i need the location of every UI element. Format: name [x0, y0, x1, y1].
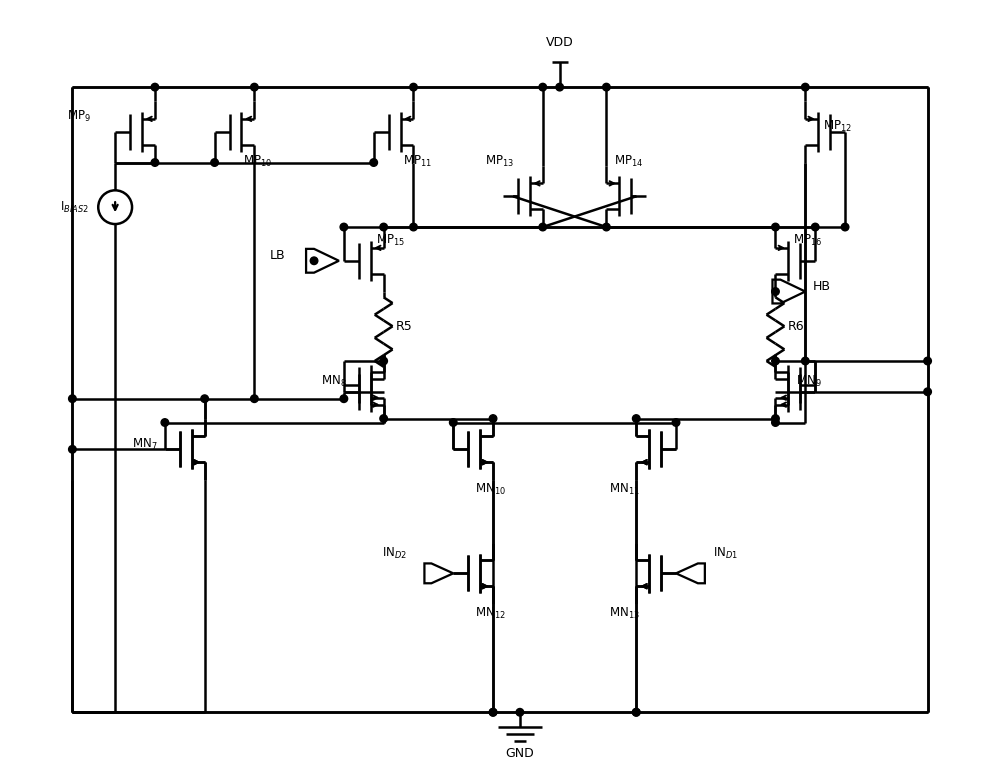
Circle shape [632, 708, 640, 716]
Text: MN$_{10}$: MN$_{10}$ [475, 481, 506, 496]
Text: MP$_{13}$: MP$_{13}$ [485, 154, 514, 169]
Circle shape [310, 257, 318, 265]
Circle shape [151, 83, 159, 91]
Circle shape [672, 418, 680, 426]
Bar [331, 325, 420, 435]
Text: GND: GND [506, 747, 534, 760]
Circle shape [772, 418, 779, 426]
Text: VDD: VDD [546, 36, 574, 49]
Circle shape [380, 357, 387, 365]
Circle shape [924, 357, 931, 365]
Circle shape [449, 418, 457, 426]
Circle shape [489, 415, 497, 422]
Text: IN$_{D1}$: IN$_{D1}$ [713, 546, 738, 561]
Bar [739, 325, 828, 435]
Circle shape [489, 708, 497, 716]
Circle shape [772, 357, 779, 365]
Circle shape [161, 418, 169, 426]
Circle shape [841, 223, 849, 231]
Circle shape [201, 395, 208, 402]
Text: MN$_{12}$: MN$_{12}$ [475, 605, 506, 620]
Circle shape [811, 223, 819, 231]
Circle shape [603, 223, 610, 231]
Circle shape [410, 223, 417, 231]
Text: MP$_9$: MP$_9$ [67, 109, 91, 125]
Circle shape [556, 83, 563, 91]
Circle shape [69, 395, 76, 402]
Bar [599, 514, 679, 623]
Bar [440, 514, 520, 623]
Circle shape [211, 159, 218, 166]
Circle shape [632, 708, 640, 716]
Circle shape [539, 83, 547, 91]
Text: MP$_{10}$: MP$_{10}$ [243, 154, 273, 169]
Text: MP$_{16}$: MP$_{16}$ [793, 233, 823, 249]
Circle shape [251, 395, 258, 402]
Bar [152, 390, 232, 499]
Text: MN$_{13}$: MN$_{13}$ [609, 605, 640, 620]
Bar [440, 390, 520, 499]
Circle shape [924, 388, 931, 396]
Text: LB: LB [269, 249, 285, 262]
Circle shape [151, 159, 159, 166]
Text: MN$_9$: MN$_9$ [796, 374, 822, 389]
Text: MP$_{12}$: MP$_{12}$ [823, 119, 852, 135]
Text: MP$_{14}$: MP$_{14}$ [614, 154, 644, 169]
Circle shape [772, 223, 779, 231]
Text: MP$_{11}$: MP$_{11}$ [403, 154, 432, 169]
Text: HB: HB [812, 280, 830, 293]
Text: I$_{BIAS2}$: I$_{BIAS2}$ [60, 200, 89, 215]
Circle shape [603, 83, 610, 91]
Text: R6: R6 [787, 320, 804, 333]
Circle shape [489, 708, 497, 716]
Circle shape [516, 708, 524, 716]
Text: MN$_{11}$: MN$_{11}$ [609, 481, 640, 496]
Circle shape [802, 83, 809, 91]
Circle shape [772, 288, 779, 295]
Circle shape [410, 83, 417, 91]
Circle shape [380, 415, 387, 422]
Text: MN$_8$: MN$_8$ [321, 374, 347, 389]
Circle shape [380, 223, 387, 231]
Text: MN$_7$: MN$_7$ [132, 437, 158, 452]
Bar [599, 390, 679, 499]
Circle shape [632, 415, 640, 422]
Circle shape [802, 357, 809, 365]
Text: MP$_{15}$: MP$_{15}$ [376, 233, 405, 249]
Circle shape [370, 159, 377, 166]
Circle shape [539, 223, 547, 231]
Circle shape [340, 395, 348, 402]
Text: R5: R5 [396, 320, 412, 333]
Circle shape [251, 83, 258, 91]
Circle shape [340, 223, 348, 231]
Circle shape [69, 445, 76, 453]
Circle shape [772, 415, 779, 422]
Text: IN$_{D2}$: IN$_{D2}$ [382, 546, 407, 561]
